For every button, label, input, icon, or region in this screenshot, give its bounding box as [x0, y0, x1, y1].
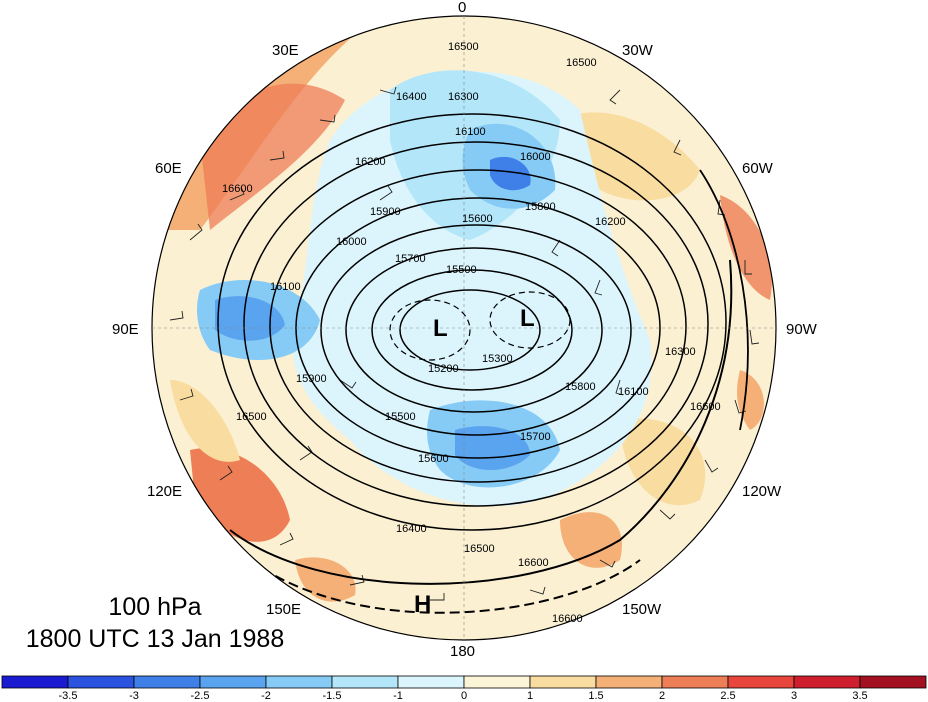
time-caption: 1800 UTC 13 Jan 1988	[25, 625, 285, 653]
contour-label: 16500	[236, 411, 267, 423]
colorbar-segment	[661, 675, 729, 689]
longitude-label: 90W	[786, 321, 818, 338]
longitude-label: 30W	[622, 42, 654, 59]
longitude-label: 60E	[155, 160, 182, 177]
contour-label: 15800	[525, 201, 556, 213]
contour-label: 15900	[370, 206, 401, 218]
contour-label: 16100	[455, 126, 486, 138]
contour-label: 16400	[396, 523, 427, 535]
colorbar-tick-label: 2	[659, 690, 665, 702]
longitude-label: 90E	[112, 321, 139, 338]
colorbar-segment	[1, 675, 69, 689]
colorbar-tick-label: 3.5	[852, 690, 867, 702]
contour-label: 15900	[296, 373, 327, 385]
low-pressure-label: L	[520, 305, 535, 332]
contour-label: 16600	[690, 401, 721, 413]
colorbar-segment	[463, 675, 531, 689]
contour-label: 15500	[385, 411, 416, 423]
contour-label: 16000	[520, 151, 551, 163]
colorbar-tick-label: -3	[129, 690, 139, 702]
contour-label: 16200	[595, 216, 626, 228]
contour-label: 16500	[448, 41, 479, 53]
colorbar-segment	[793, 675, 861, 689]
colorbar-tick-label: -1.5	[323, 690, 342, 702]
colorbar-segment	[397, 675, 465, 689]
colorbar-tick-label: 1.5	[588, 690, 603, 702]
contour-label: 15600	[418, 453, 449, 465]
contour-label: 15600	[462, 213, 493, 225]
contour-label: 16600	[222, 183, 253, 195]
colorbar-segment	[133, 675, 201, 689]
longitude-label: 30E	[272, 42, 299, 59]
height-contours	[217, 113, 749, 614]
level-caption: 100 hPa	[108, 593, 202, 621]
contour-label: 16600	[552, 613, 583, 625]
contour-label: 16400	[396, 91, 427, 103]
contour-label: 15500	[446, 264, 477, 276]
contour-label: 15700	[395, 253, 426, 265]
colorbar-segment	[331, 675, 399, 689]
colorbar-segment	[727, 675, 795, 689]
anomaly-shading	[160, 30, 772, 602]
longitude-label: 60W	[742, 160, 774, 177]
wind-barbs	[169, 86, 760, 601]
contour-label: 16200	[355, 156, 386, 168]
colorbar: -3.5 -3 -2.5 -2 -1.5 -1 0 1 1.5 2 2.5 3 3.5	[1, 675, 927, 702]
colorbar-tick-label: 0	[461, 690, 467, 702]
colorbar-segment	[265, 675, 333, 689]
longitude-label: 120W	[742, 483, 782, 500]
low-pressure-label: L	[433, 315, 448, 342]
contour-label: 16500	[566, 57, 597, 69]
contour-label: 16000	[336, 236, 367, 248]
contour-label: 16300	[665, 346, 696, 358]
longitude-label: 150W	[622, 601, 662, 618]
contour-label: 16100	[270, 281, 301, 293]
contour-label: 16500	[464, 543, 495, 555]
longitude-label: 180	[450, 643, 475, 660]
colorbar-segment	[859, 675, 927, 689]
colorbar-tick-label: -2.5	[191, 690, 210, 702]
colorbar-tick-label: -3.5	[59, 690, 78, 702]
graticule	[152, 16, 776, 640]
contour-label: 16100	[618, 386, 649, 398]
colorbar-tick-label: -1	[393, 690, 403, 702]
colorbar-tick-label: 3	[791, 690, 797, 702]
colorbar-tick-label: 2.5	[720, 690, 735, 702]
contour-label: 15700	[520, 431, 551, 443]
colorbar-segment	[199, 675, 267, 689]
colorbar-segment	[595, 675, 663, 689]
contour-label: 15200	[428, 363, 459, 375]
longitude-label: 120E	[147, 483, 182, 500]
high-pressure-label: H	[414, 591, 431, 618]
colorbar-segment	[529, 675, 597, 689]
contour-label: 15800	[565, 381, 596, 393]
longitude-label: 0	[458, 0, 466, 16]
contour-label: 15300	[482, 353, 513, 365]
colorbar-tick-label: -2	[261, 690, 271, 702]
contour-label: 16300	[448, 91, 479, 103]
longitude-label: 150E	[266, 601, 301, 618]
contour-label: 16600	[518, 557, 549, 569]
colorbar-tick-label: 1	[527, 690, 533, 702]
colorbar-segment	[67, 675, 135, 689]
